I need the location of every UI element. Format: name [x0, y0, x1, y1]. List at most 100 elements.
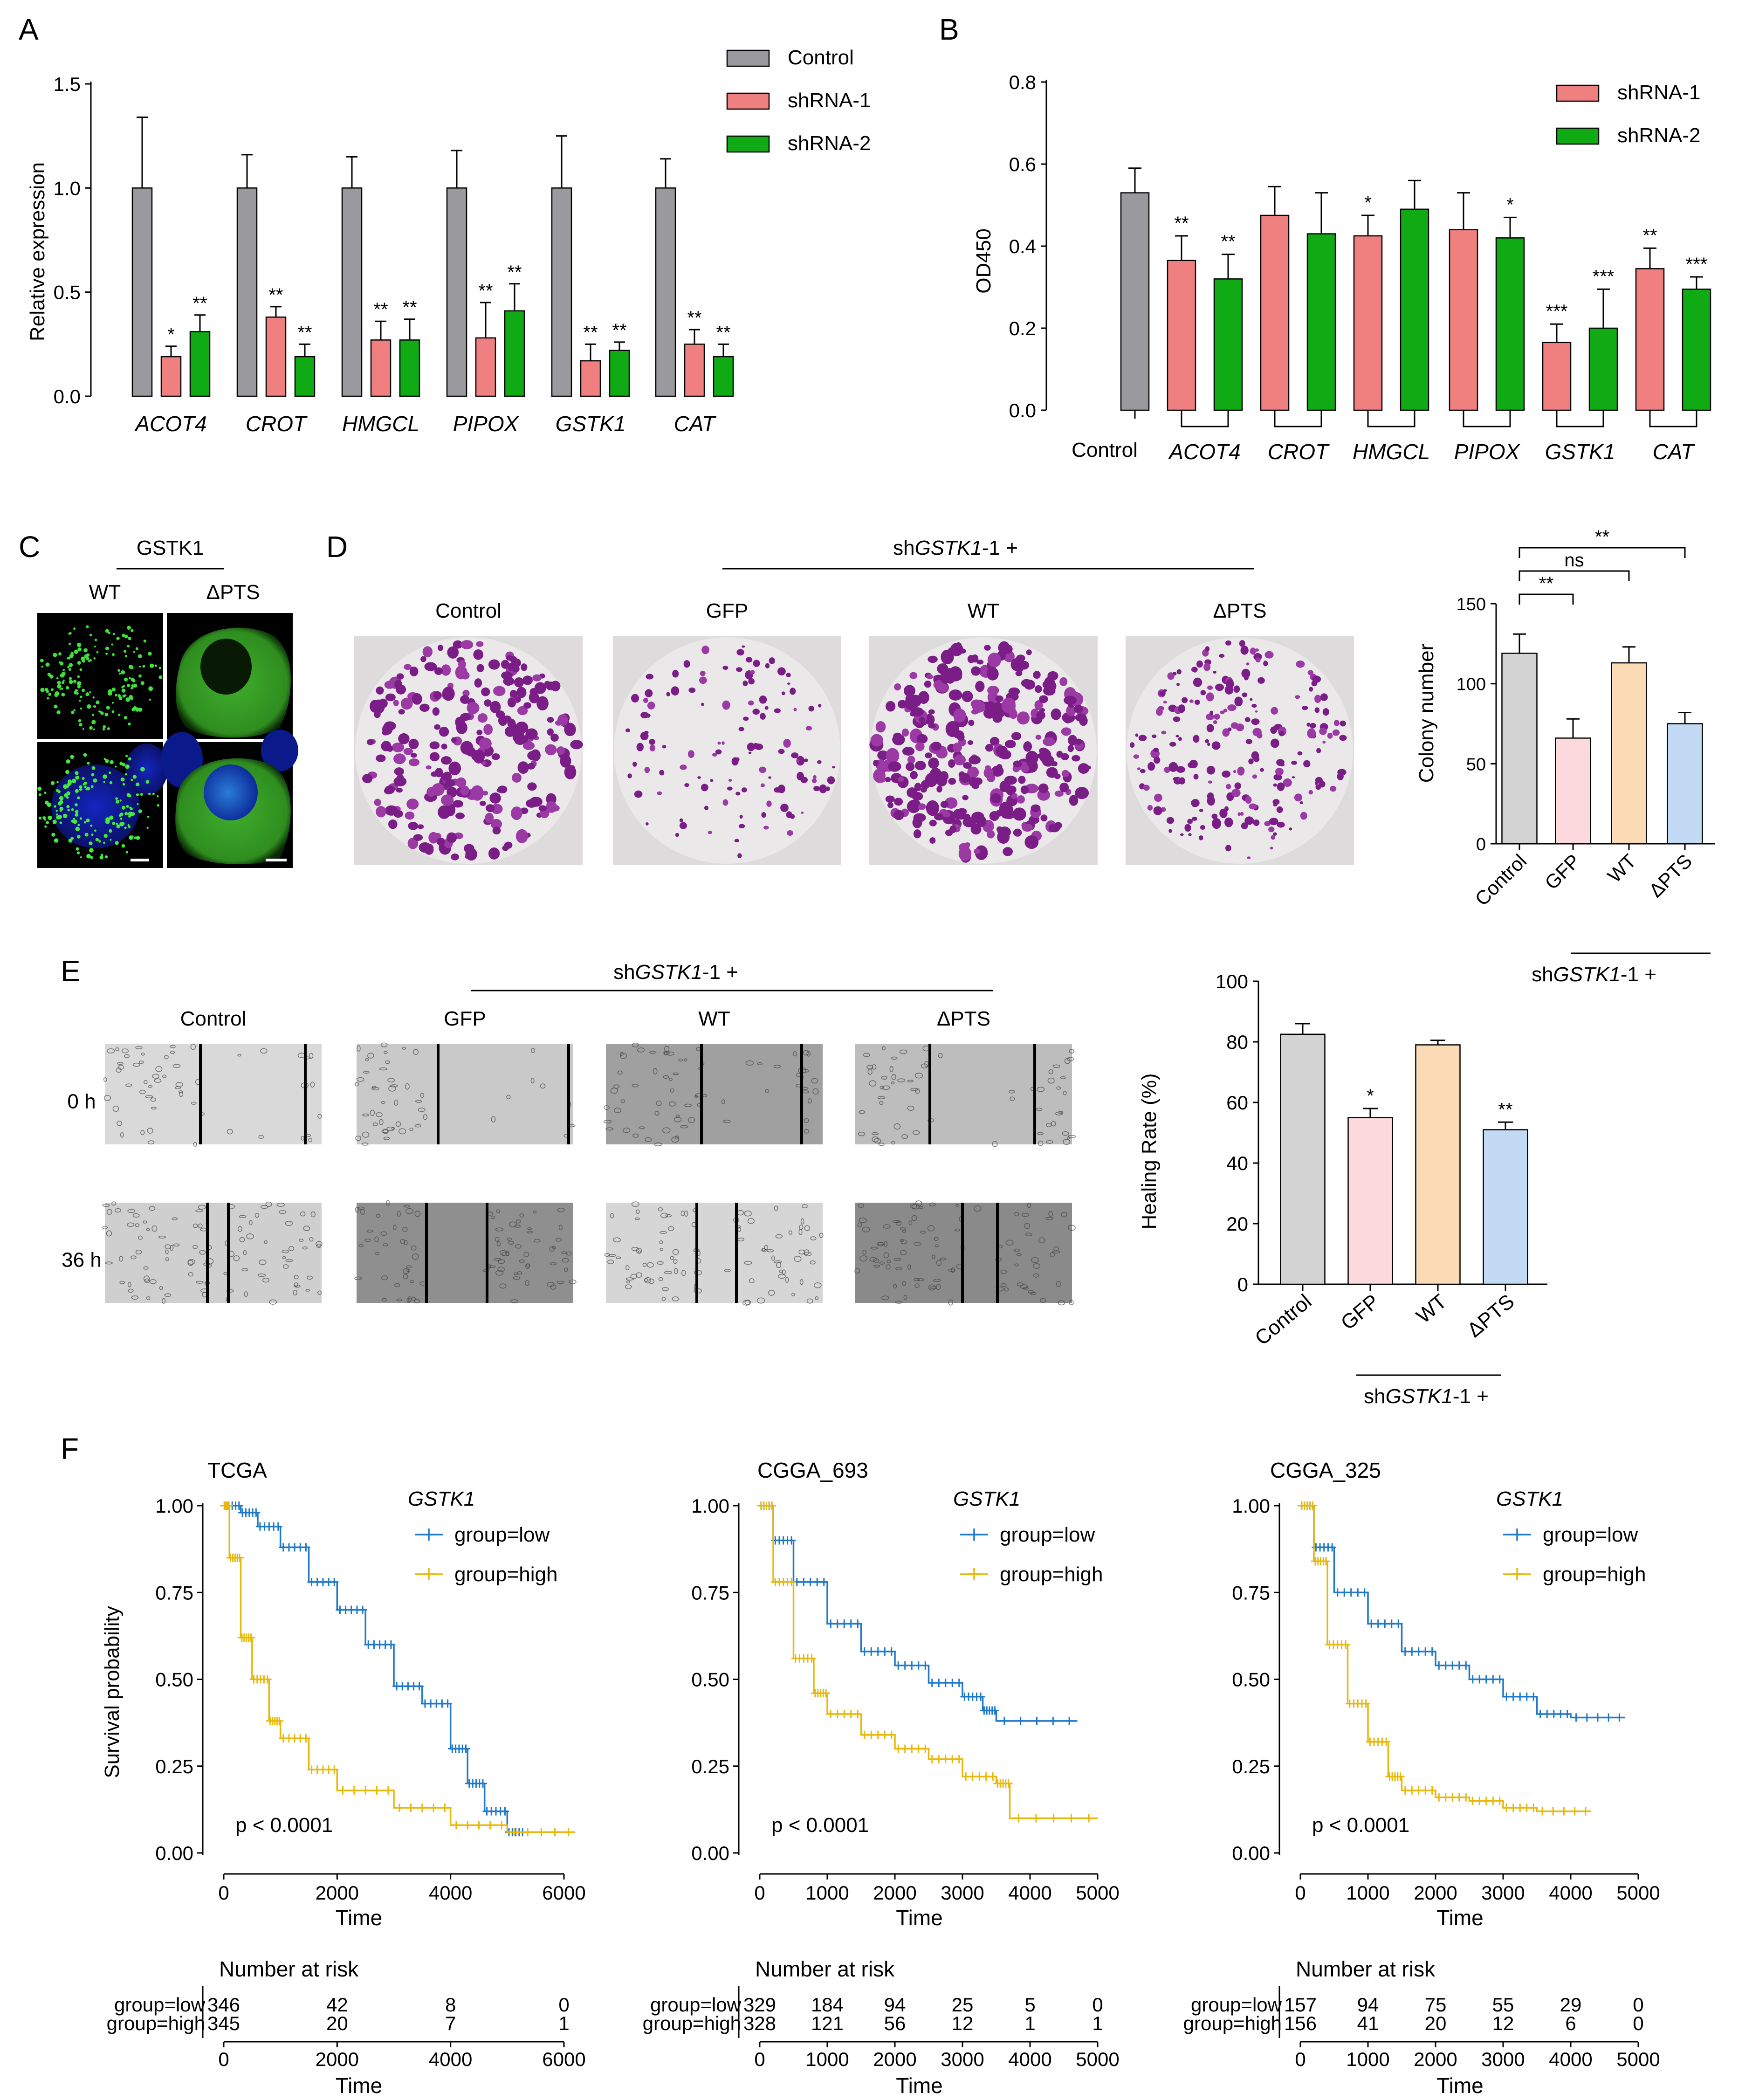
- panel-c-dot: [83, 648, 88, 653]
- panel-d-colony: [644, 730, 649, 735]
- panel-d-colony: [813, 775, 817, 779]
- panel-e-cell: [636, 1209, 640, 1214]
- panel-f-low-curve-censor: [976, 1692, 985, 1701]
- panel-d-colony: [950, 723, 956, 729]
- panel-c-dot: [122, 694, 126, 698]
- panel-f-ytick-label: 0.75: [1232, 1582, 1270, 1604]
- panel-d-colony: [473, 649, 484, 660]
- panel-c-dot: [128, 636, 131, 640]
- panel-d-colony: [434, 724, 441, 730]
- panel-e-bar: [1415, 1044, 1461, 1285]
- panel-e-cell: [354, 1276, 362, 1281]
- panel-e-cell: [317, 1114, 322, 1119]
- panel-e-cell: [191, 1102, 197, 1105]
- panel-d-colony: [996, 810, 1003, 817]
- panel-d-colony: [1013, 760, 1022, 768]
- panel-c-dot: [115, 694, 117, 697]
- panel-d-colony: [489, 701, 501, 713]
- panel-e-xtick-label: Control: [1251, 1290, 1316, 1350]
- panel-d-colony: [1193, 774, 1199, 780]
- panel-e-cell: [138, 1060, 144, 1064]
- panel-e-cell: [765, 1089, 770, 1094]
- panel-d-colony: [460, 741, 474, 755]
- panel-e-cell: [490, 1215, 495, 1219]
- panel-f-xtick-label: 2000: [873, 1882, 916, 1904]
- panel-e-cell: [362, 1113, 369, 1116]
- panel-e-cell: [773, 1260, 782, 1264]
- panel-e-cell: [794, 1255, 802, 1262]
- panel-d-colony: [408, 758, 420, 766]
- panel-e-cell: [151, 1107, 157, 1110]
- panel-b-bar: [1353, 235, 1383, 411]
- panel-c-dot: [69, 680, 73, 684]
- panel-e-cell: [616, 1256, 621, 1259]
- panel-e-cell: [566, 1251, 572, 1256]
- panel-d-colony: [948, 689, 962, 701]
- panel-e-cell: [927, 1225, 935, 1232]
- panel-d-colony: [906, 762, 915, 771]
- panel-d-colony: [1207, 792, 1214, 800]
- panel-d-colony: [552, 805, 560, 812]
- panel-a-sig: **: [687, 308, 701, 328]
- panel-f-low-curve-censor: [990, 1706, 999, 1715]
- panel-d-colony: [736, 667, 742, 672]
- panel-d-colony: [1251, 751, 1259, 760]
- panel-d-colony: [1268, 826, 1275, 833]
- panel-d-colony: [901, 728, 909, 737]
- panel-f-risk-value: 94: [884, 1994, 906, 2016]
- panel-e-cell: [791, 1292, 795, 1297]
- panel-d-colony: [403, 748, 413, 755]
- panel-d-colony: [913, 829, 921, 839]
- panel-c-dot: [84, 654, 88, 658]
- panel-e-cell: [873, 1264, 880, 1268]
- panel-e-cell: [1038, 1237, 1045, 1244]
- panel-d-colony: [448, 761, 461, 776]
- panel-d-colony: [710, 779, 714, 782]
- panel-d-colony: [962, 690, 973, 702]
- panel-f-low-curve-censor: [330, 1577, 339, 1586]
- panel-b-bar: [1400, 208, 1429, 411]
- panel-e-cell: [807, 1098, 812, 1104]
- panel-c-dot: [120, 818, 123, 820]
- panel-d-colony: [1270, 847, 1273, 850]
- panel-e-cell: [376, 1112, 383, 1117]
- panel-c-dot: [138, 674, 142, 678]
- panel-f-risk-xtick-label: 1000: [1346, 2048, 1389, 2070]
- panel-e-cell: [411, 1297, 416, 1301]
- panel-f-xtick-label: 3000: [1481, 1882, 1525, 1904]
- panel-f-legend-mark: [968, 1529, 980, 1541]
- panel-a-legend-label: shRNA-1: [788, 89, 871, 112]
- panel-d-colony: [1237, 812, 1241, 816]
- panel-c-dot: [148, 686, 153, 691]
- panel-d-colony: [1316, 748, 1321, 753]
- panel-d-xtick-label: ΔPTS: [1645, 850, 1697, 902]
- panel-e-cell: [774, 1205, 778, 1211]
- panel-e-cell: [371, 1087, 379, 1091]
- panel-c-dot: [131, 708, 135, 711]
- panel-e-cell: [656, 1100, 662, 1106]
- panel-d-colony: [1279, 763, 1285, 767]
- panel-d-sig-gfp-bracket: [1519, 593, 1574, 605]
- panel-e-cell: [951, 1267, 955, 1273]
- panel-c-dot: [127, 722, 131, 726]
- panel-a-xtick-label: PIPOX: [453, 412, 520, 436]
- panel-e-cell: [226, 1289, 234, 1293]
- panel-c-dot: [99, 710, 102, 713]
- panel-d-colony: [1064, 695, 1077, 705]
- panel-d-colony: [769, 657, 775, 664]
- panel-e-cell: [610, 1088, 618, 1094]
- panel-d-colony: [388, 819, 398, 829]
- panel-c-dot: [73, 818, 75, 820]
- panel-e-cell: [246, 1233, 254, 1239]
- panel-c-dot: [109, 781, 113, 785]
- panel-e-ytick-label: 80: [1226, 1031, 1248, 1053]
- panel-e-cell: [1050, 1252, 1055, 1258]
- panel-c-dot: [123, 649, 127, 653]
- panel-d-colony: [1173, 716, 1181, 722]
- panel-e-cell: [631, 1246, 639, 1251]
- panel-c-dot: [105, 653, 108, 655]
- panel-d-colony: [1255, 710, 1258, 713]
- panel-d-colony: [760, 783, 765, 787]
- panel-e-cell: [893, 1258, 901, 1261]
